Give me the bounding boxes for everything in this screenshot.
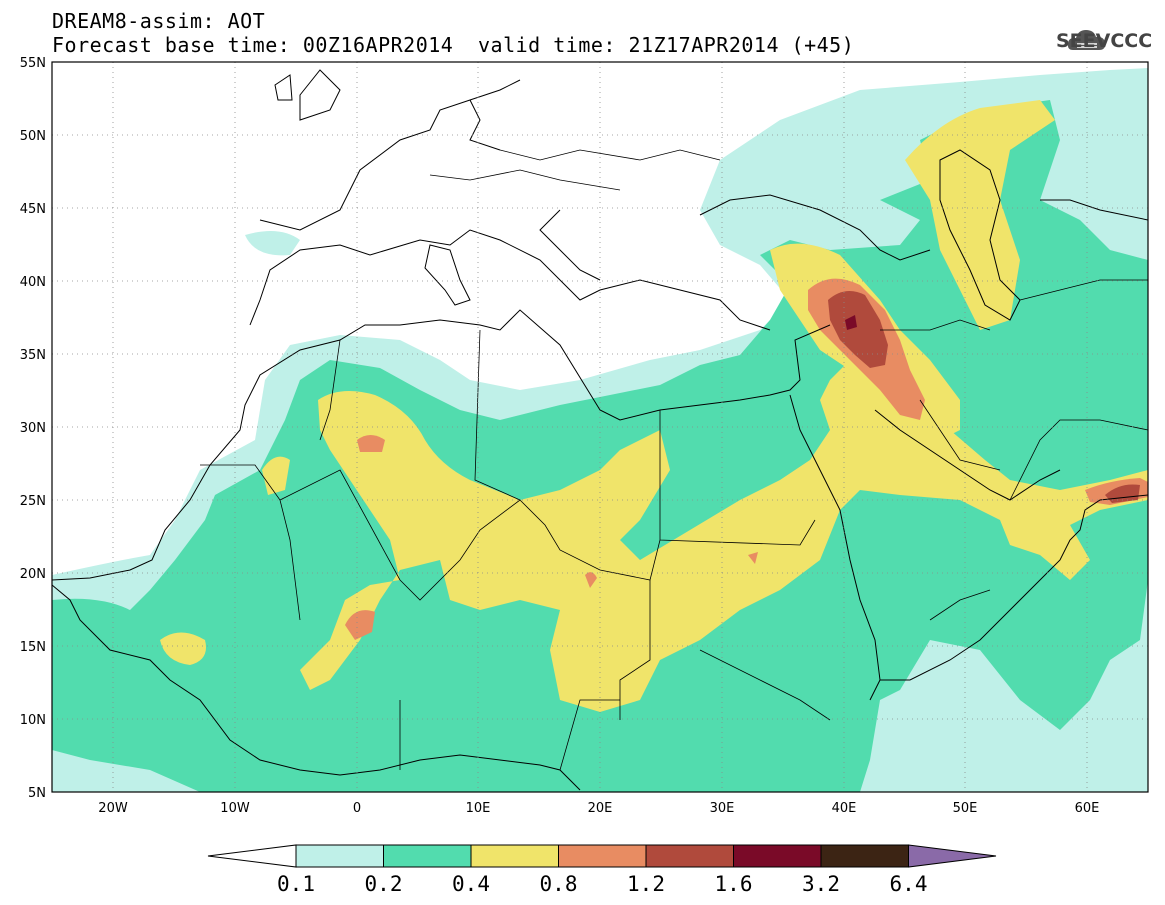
- colorbar-label: 1.6: [715, 872, 753, 896]
- logo-text: SEEVCCC: [1056, 30, 1153, 52]
- lat-tick: 30N: [20, 421, 46, 436]
- lon-tick: 40E: [832, 801, 857, 816]
- colorbar-label: 0.8: [540, 872, 578, 896]
- lon-tick: 20W: [98, 801, 128, 816]
- aot-level-1.6: [845, 315, 857, 330]
- colorbar-label: 0.2: [365, 872, 403, 896]
- aot-field: [52, 68, 1148, 792]
- lat-tick: 5N: [28, 786, 46, 801]
- lat-tick: 25N: [20, 494, 46, 509]
- lat-tick: 40N: [20, 275, 46, 290]
- lat-tick: 55N: [20, 56, 46, 71]
- lat-axis: 5N 10N 15N 20N 25N 30N 35N 40N 45N 50N 5…: [20, 56, 46, 801]
- lon-tick: 60E: [1075, 801, 1100, 816]
- coastlines: [52, 69, 1148, 791]
- lon-tick: 0: [353, 801, 361, 816]
- colorbar-segment: [645, 844, 734, 868]
- colorbar-label: 0.4: [452, 872, 490, 896]
- colorbar-label: 0.1: [277, 872, 315, 896]
- lat-tick: 20N: [20, 567, 46, 582]
- lat-tick: 10N: [20, 713, 46, 728]
- colorbar-labels: 0.1 0.2 0.4 0.8 1.2 1.6 3.2 6.4: [277, 872, 927, 896]
- lon-axis: 20W 10W 0 10E 20E 30E 40E 50E 60E: [98, 801, 1099, 816]
- lon-tick: 10W: [220, 801, 250, 816]
- colorbar-label: 1.2: [627, 872, 665, 896]
- lat-tick: 50N: [20, 129, 46, 144]
- colorbar: [207, 844, 997, 868]
- forecast-times: Forecast base time: 00Z16APR2014 valid ti…: [52, 33, 854, 57]
- colorbar-segment: [820, 844, 909, 868]
- colorbar-label: 3.2: [802, 872, 840, 896]
- colorbar-segment: [558, 844, 647, 868]
- lon-tick: 50E: [953, 801, 978, 816]
- colorbar-segment: [383, 844, 472, 868]
- map-title: DREAM8-assim: AOT: [52, 9, 266, 33]
- plot-frame: [51, 61, 1149, 793]
- colorbar-segment: [733, 844, 822, 868]
- colorbar-arrow-high: [908, 844, 997, 868]
- lat-tick: 35N: [20, 348, 46, 363]
- base-time: Forecast base time: 00Z16APR2014: [52, 33, 454, 57]
- colorbar-label: 6.4: [890, 872, 928, 896]
- country-borders: [200, 149, 1148, 771]
- lat-tick: 15N: [20, 640, 46, 655]
- colorbar-segment: [295, 844, 384, 868]
- lon-tick: 20E: [588, 801, 613, 816]
- colorbar-arrow-low: [207, 844, 297, 868]
- aot-level-0.2: [52, 100, 1148, 792]
- lat-tick: 45N: [20, 202, 46, 217]
- gridlines: [52, 62, 1148, 792]
- lon-tick: 10E: [466, 801, 491, 816]
- lon-tick: 30E: [710, 801, 735, 816]
- cloud-logo-icon: [1067, 30, 1106, 50]
- valid-time: valid time: 21Z17APR2014 (+45): [478, 33, 855, 57]
- colorbar-segment: [470, 844, 559, 868]
